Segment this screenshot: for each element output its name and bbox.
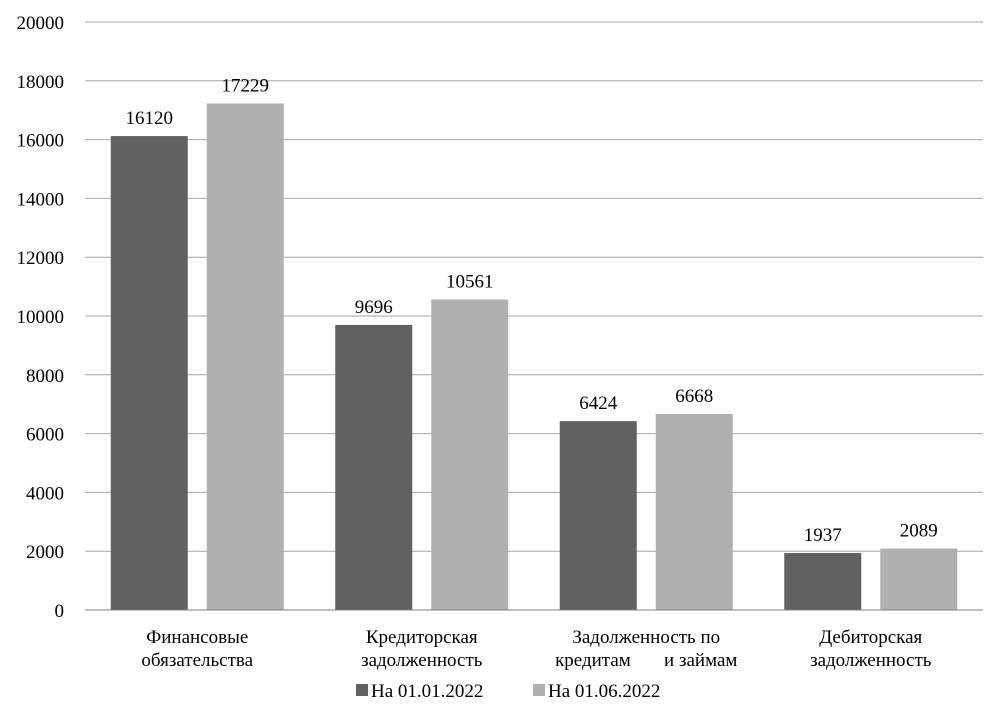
data-label: 1937: [804, 525, 842, 546]
data-label: 2089: [900, 521, 938, 542]
legend: На 01.01.2022 На 01.06.2022: [356, 681, 660, 702]
legend-label: На 01.01.2022: [371, 681, 483, 702]
legend-swatch: [356, 684, 368, 696]
data-labels: 16120 17229 9696 10561 6424 6668 1937 2089: [126, 75, 938, 546]
bar: [110, 136, 188, 610]
category-label: задолженность: [361, 650, 483, 671]
category-labels: ФинансовыеобязательстваКредиторскаязадол…: [141, 627, 931, 671]
bar: [206, 103, 284, 610]
y-tick-label: 0: [55, 601, 65, 622]
y-tick-label: 10000: [17, 307, 65, 328]
data-label: 17229: [222, 75, 270, 96]
data-label: 6424: [579, 393, 618, 414]
y-tick-label: 6000: [26, 425, 64, 446]
bar: [784, 553, 862, 610]
category-label: кредитам и займам: [555, 650, 737, 671]
bar: [335, 324, 413, 610]
y-tick-label: 18000: [17, 72, 65, 93]
category-label: Финансовые: [146, 627, 248, 648]
bar: [880, 548, 958, 610]
bar: [655, 413, 733, 610]
bar: [431, 299, 509, 610]
category-label: Задолженность по: [572, 627, 720, 648]
category-label: Дебиторская: [819, 627, 922, 648]
category-label: Кредиторская: [366, 627, 478, 648]
category-label: обязательства: [141, 650, 253, 671]
legend-label: На 01.06.2022: [548, 681, 660, 702]
y-tick-label: 14000: [17, 189, 65, 210]
y-axis-tick-labels: 0 2000 4000 6000 8000 10000 12000 14000 16000 180…: [17, 13, 65, 622]
bars: [110, 103, 958, 610]
category-label: задолженность: [810, 650, 932, 671]
y-tick-label: 20000: [17, 13, 65, 34]
bar: [559, 421, 637, 610]
data-label: 6668: [675, 386, 713, 407]
y-tick-label: 12000: [17, 248, 65, 269]
data-label: 9696: [355, 297, 393, 318]
y-tick-label: 4000: [26, 483, 64, 504]
y-tick-label: 16000: [17, 131, 65, 152]
y-tick-label: 2000: [26, 542, 64, 563]
data-label: 10561: [446, 272, 494, 293]
data-label: 16120: [126, 108, 174, 129]
y-tick-label: 8000: [26, 366, 64, 387]
legend-swatch: [533, 684, 545, 696]
